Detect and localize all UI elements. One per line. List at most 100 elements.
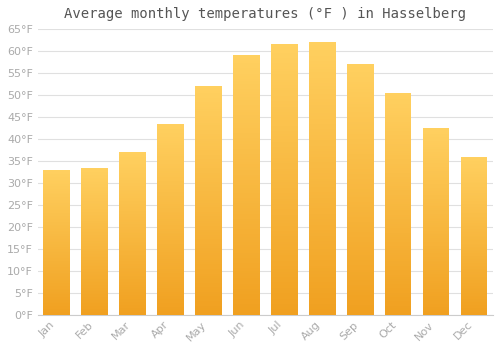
- Bar: [44, 173, 70, 174]
- Bar: [44, 186, 70, 187]
- Bar: [271, 169, 297, 172]
- Bar: [461, 226, 487, 228]
- Bar: [120, 163, 146, 165]
- Bar: [385, 117, 411, 119]
- Bar: [309, 214, 336, 217]
- Bar: [158, 284, 184, 286]
- Bar: [309, 151, 336, 154]
- Bar: [44, 279, 70, 280]
- Bar: [309, 244, 336, 247]
- Bar: [44, 229, 70, 231]
- Bar: [120, 248, 146, 250]
- Bar: [120, 302, 146, 303]
- Bar: [461, 251, 487, 253]
- Bar: [233, 76, 260, 79]
- Bar: [233, 195, 260, 198]
- Bar: [423, 285, 450, 287]
- Bar: [347, 145, 374, 147]
- Bar: [82, 300, 108, 301]
- Bar: [347, 215, 374, 217]
- Bar: [82, 197, 108, 198]
- Bar: [423, 191, 450, 193]
- Bar: [309, 282, 336, 285]
- Bar: [82, 301, 108, 303]
- Bar: [120, 279, 146, 281]
- Bar: [82, 212, 108, 213]
- Bar: [271, 206, 297, 209]
- Bar: [385, 166, 411, 168]
- Bar: [347, 230, 374, 232]
- Bar: [82, 168, 108, 169]
- Bar: [461, 169, 487, 171]
- Bar: [158, 152, 184, 154]
- Bar: [44, 174, 70, 175]
- Bar: [158, 135, 184, 137]
- Bar: [82, 204, 108, 206]
- Bar: [44, 300, 70, 302]
- Bar: [120, 186, 146, 188]
- Bar: [44, 237, 70, 238]
- Bar: [461, 212, 487, 214]
- Bar: [309, 293, 336, 296]
- Bar: [195, 219, 222, 221]
- Bar: [309, 116, 336, 119]
- Bar: [461, 250, 487, 251]
- Bar: [423, 199, 450, 201]
- Bar: [195, 114, 222, 116]
- Bar: [385, 288, 411, 290]
- Bar: [158, 292, 184, 294]
- Bar: [385, 217, 411, 219]
- Bar: [44, 193, 70, 194]
- Bar: [158, 215, 184, 217]
- Bar: [385, 104, 411, 106]
- Bar: [347, 152, 374, 154]
- Bar: [120, 308, 146, 310]
- Bar: [120, 155, 146, 157]
- Bar: [271, 277, 297, 280]
- Bar: [385, 268, 411, 271]
- Bar: [385, 237, 411, 239]
- Bar: [44, 286, 70, 287]
- Bar: [309, 48, 336, 50]
- Bar: [82, 200, 108, 201]
- Bar: [44, 199, 70, 200]
- Bar: [158, 177, 184, 179]
- Bar: [44, 213, 70, 215]
- Bar: [385, 184, 411, 186]
- Bar: [271, 193, 297, 196]
- Bar: [347, 245, 374, 247]
- Bar: [44, 252, 70, 254]
- Bar: [461, 191, 487, 193]
- Bar: [347, 290, 374, 292]
- Bar: [120, 208, 146, 209]
- Bar: [120, 222, 146, 224]
- Bar: [158, 290, 184, 292]
- Bar: [423, 296, 450, 298]
- Bar: [423, 246, 450, 247]
- Bar: [233, 224, 260, 226]
- Bar: [347, 270, 374, 272]
- Bar: [461, 294, 487, 296]
- Bar: [195, 89, 222, 91]
- Bar: [423, 279, 450, 281]
- Bar: [158, 172, 184, 173]
- Bar: [309, 45, 336, 48]
- Bar: [461, 280, 487, 281]
- Bar: [309, 238, 336, 241]
- Bar: [82, 190, 108, 191]
- Bar: [347, 112, 374, 114]
- Bar: [309, 75, 336, 78]
- Bar: [385, 168, 411, 170]
- Bar: [271, 158, 297, 161]
- Bar: [44, 296, 70, 298]
- Bar: [195, 159, 222, 162]
- Bar: [120, 256, 146, 258]
- Bar: [423, 162, 450, 163]
- Bar: [423, 302, 450, 303]
- Bar: [423, 212, 450, 214]
- Bar: [347, 242, 374, 245]
- Bar: [385, 150, 411, 153]
- Bar: [158, 276, 184, 279]
- Bar: [347, 197, 374, 199]
- Bar: [120, 300, 146, 302]
